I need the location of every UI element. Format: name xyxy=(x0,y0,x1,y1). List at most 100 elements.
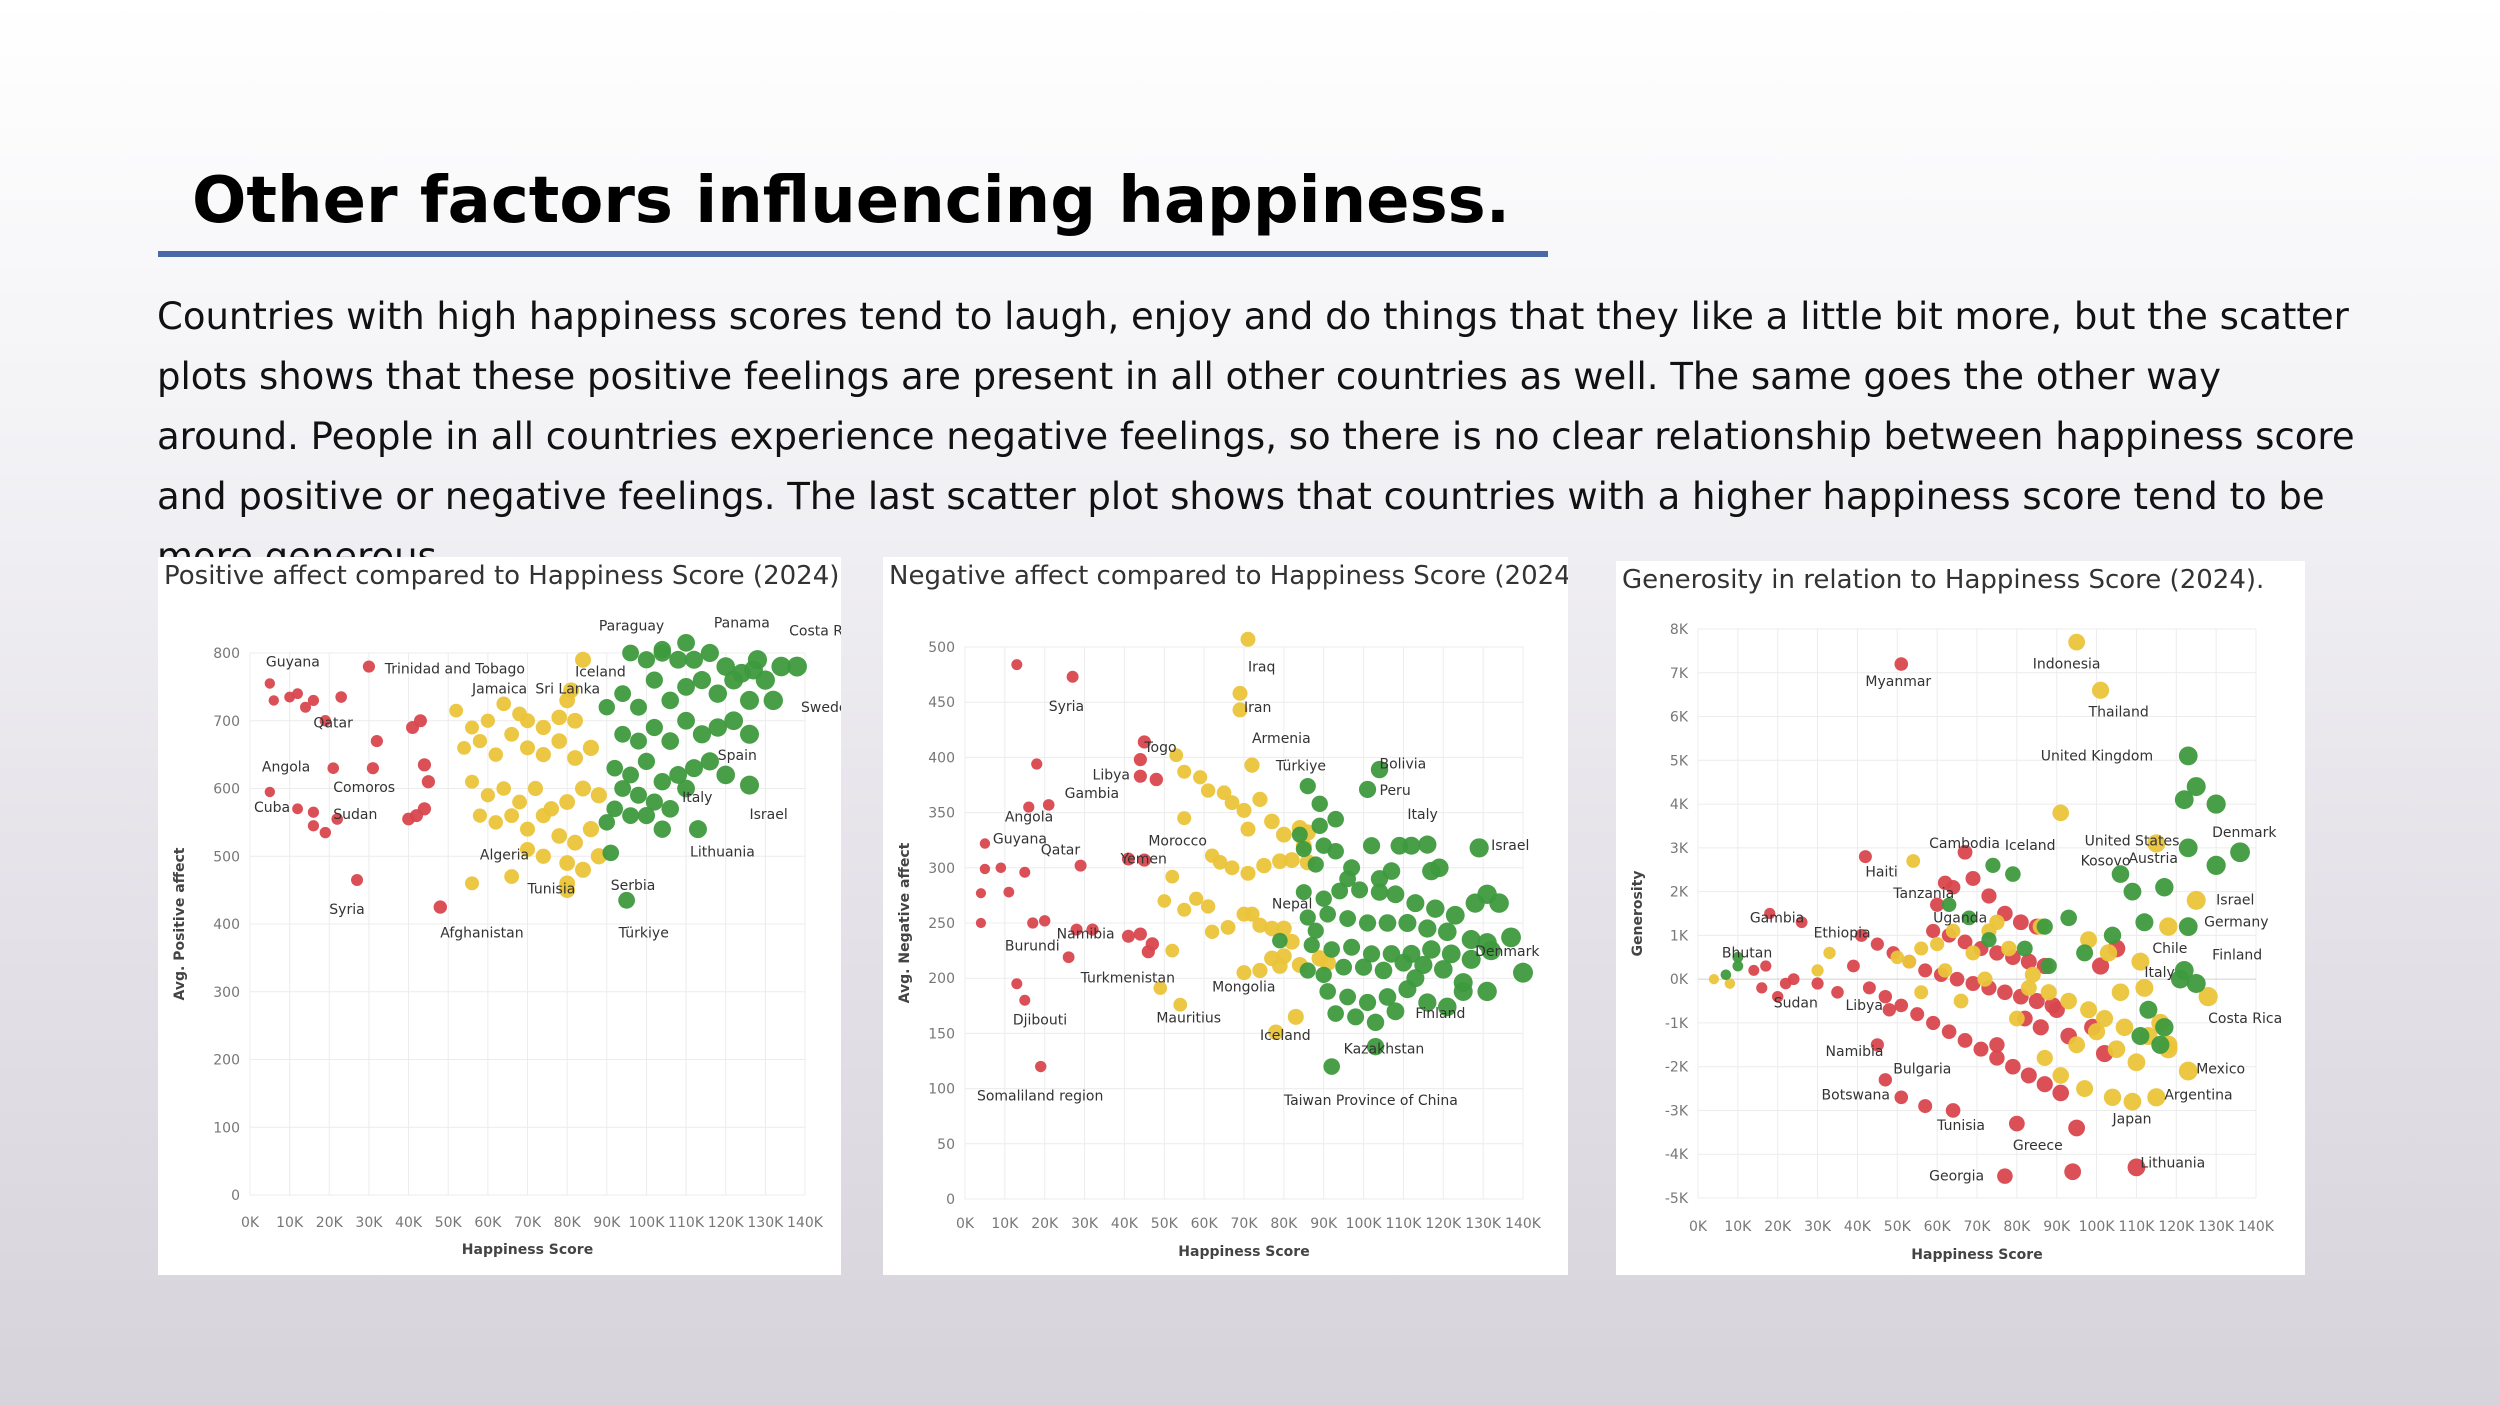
data-point-red xyxy=(2020,1067,2037,1084)
data-point-green xyxy=(598,699,615,716)
country-label: Qatar xyxy=(1041,843,1081,859)
data-point-green xyxy=(1339,870,1357,888)
y-tick-label: -4K xyxy=(1665,1147,1689,1163)
y-tick-label: 150 xyxy=(928,1026,955,1042)
x-tick-label: 50K xyxy=(435,1215,463,1231)
country-label: Iraq xyxy=(1248,659,1275,675)
x-tick-label: 30K xyxy=(1804,1219,1832,1235)
data-point-red xyxy=(1858,850,1872,864)
data-point-red xyxy=(1831,985,1844,999)
data-point-yellow xyxy=(520,821,535,837)
data-point-red xyxy=(1121,852,1135,866)
country-label: Japan xyxy=(2112,1112,2152,1128)
x-tick-label: 120K xyxy=(2158,1219,2195,1235)
country-label: Uganda xyxy=(1933,910,1987,926)
data-point-red xyxy=(433,900,447,914)
data-point-red xyxy=(1003,886,1015,898)
data-point-yellow xyxy=(2127,1053,2146,1072)
y-tick-label: 0 xyxy=(946,1192,955,1208)
data-point-yellow xyxy=(2123,1092,2142,1111)
data-point-green xyxy=(1366,1037,1385,1056)
series-yellow xyxy=(1708,633,2218,1111)
data-point-yellow xyxy=(2087,1023,2106,1041)
data-point-red xyxy=(1133,927,1147,941)
data-point-red xyxy=(2008,1115,2025,1132)
data-point-green xyxy=(1327,810,1344,828)
data-point-yellow xyxy=(1173,997,1188,1012)
data-point-red xyxy=(1011,978,1023,990)
country-label: Finland xyxy=(2212,947,2262,963)
country-label: Iran xyxy=(1244,700,1271,716)
x-tick-label: 100K xyxy=(628,1215,665,1231)
country-label: Peru xyxy=(1380,783,1411,799)
data-point-yellow xyxy=(1283,933,1300,950)
country-label: Bhutan xyxy=(1722,945,1772,961)
x-tick-label: 50K xyxy=(1151,1216,1179,1232)
data-point-red xyxy=(1930,897,1945,912)
data-point-yellow xyxy=(1268,1024,1284,1041)
data-point-red xyxy=(307,820,320,832)
x-tick-label: 40K xyxy=(395,1215,423,1231)
y-tick-label: 450 xyxy=(928,695,955,711)
data-point-red xyxy=(1949,971,1965,987)
data-point-green xyxy=(1370,760,1389,779)
data-point-yellow xyxy=(465,720,479,735)
data-point-red xyxy=(319,826,332,839)
data-point-red xyxy=(1133,753,1147,767)
x-tick-label: 80K xyxy=(2003,1219,2031,1235)
data-point-yellow xyxy=(472,808,488,823)
data-point-green xyxy=(661,691,680,710)
data-point-red xyxy=(1011,659,1023,671)
data-point-green xyxy=(740,775,759,795)
country-label: Lithuania xyxy=(2140,1155,2205,1171)
data-point-green xyxy=(622,644,639,662)
data-point-red xyxy=(1918,963,1933,978)
x-tick-label: 40K xyxy=(1111,1216,1139,1232)
data-point-yellow xyxy=(1240,631,1256,647)
data-point-yellow xyxy=(1252,962,1268,979)
data-point-red xyxy=(1019,866,1031,878)
data-point-yellow xyxy=(2020,979,2037,996)
data-point-red xyxy=(1973,1041,1989,1057)
data-point-yellow xyxy=(520,740,535,756)
data-point-green xyxy=(708,684,727,703)
data-point-green xyxy=(1378,914,1397,932)
country-label: Italy xyxy=(1407,807,1437,823)
data-point-red xyxy=(2052,1084,2069,1102)
data-point-green xyxy=(1319,983,1336,1000)
data-point-green xyxy=(1418,919,1437,938)
data-point-red xyxy=(1042,799,1055,811)
data-point-green xyxy=(637,807,656,825)
y-tick-label: 50 xyxy=(937,1137,955,1153)
data-point-red xyxy=(335,691,347,703)
positive-affect-scatter-plot: 0K 10K 20K 30K 40K 50K 60K 70K 80K 90K 100K 110K 120… xyxy=(172,615,841,1258)
y-tick-label: 0K xyxy=(1670,972,1689,988)
country-label: Thailand xyxy=(2088,705,2149,721)
generosity-chart-panel: Generosity in relation to Happiness Scor… xyxy=(1616,561,2305,1275)
data-point-yellow xyxy=(480,713,495,728)
country-label: Turkmenistan xyxy=(1080,971,1175,987)
country-label: Denmark xyxy=(1475,944,1540,960)
data-point-yellow xyxy=(504,869,520,884)
data-point-green xyxy=(2016,940,2033,957)
data-point-green xyxy=(2036,918,2053,935)
country-label: Libya xyxy=(1093,767,1130,783)
data-point-yellow xyxy=(1275,826,1292,843)
country-label: Cuba xyxy=(254,800,290,816)
data-point-green xyxy=(1347,1008,1365,1026)
country-label: Taiwan Province of China xyxy=(1283,1093,1458,1109)
data-point-red xyxy=(351,873,364,886)
country-label: United States xyxy=(2085,834,2180,850)
data-point-yellow xyxy=(2080,931,2098,949)
data-point-green xyxy=(2076,944,2094,962)
country-label: Somaliland region xyxy=(977,1089,1103,1105)
data-point-green xyxy=(1961,910,1977,926)
data-point-red xyxy=(975,888,987,899)
data-point-red xyxy=(2032,1019,2049,1036)
data-point-yellow xyxy=(575,861,591,878)
data-point-red xyxy=(1997,984,2013,1001)
data-point-green xyxy=(1461,930,1481,950)
country-label: Israel xyxy=(2216,893,2254,909)
data-point-green xyxy=(692,671,712,690)
data-point-yellow xyxy=(1914,941,1929,956)
